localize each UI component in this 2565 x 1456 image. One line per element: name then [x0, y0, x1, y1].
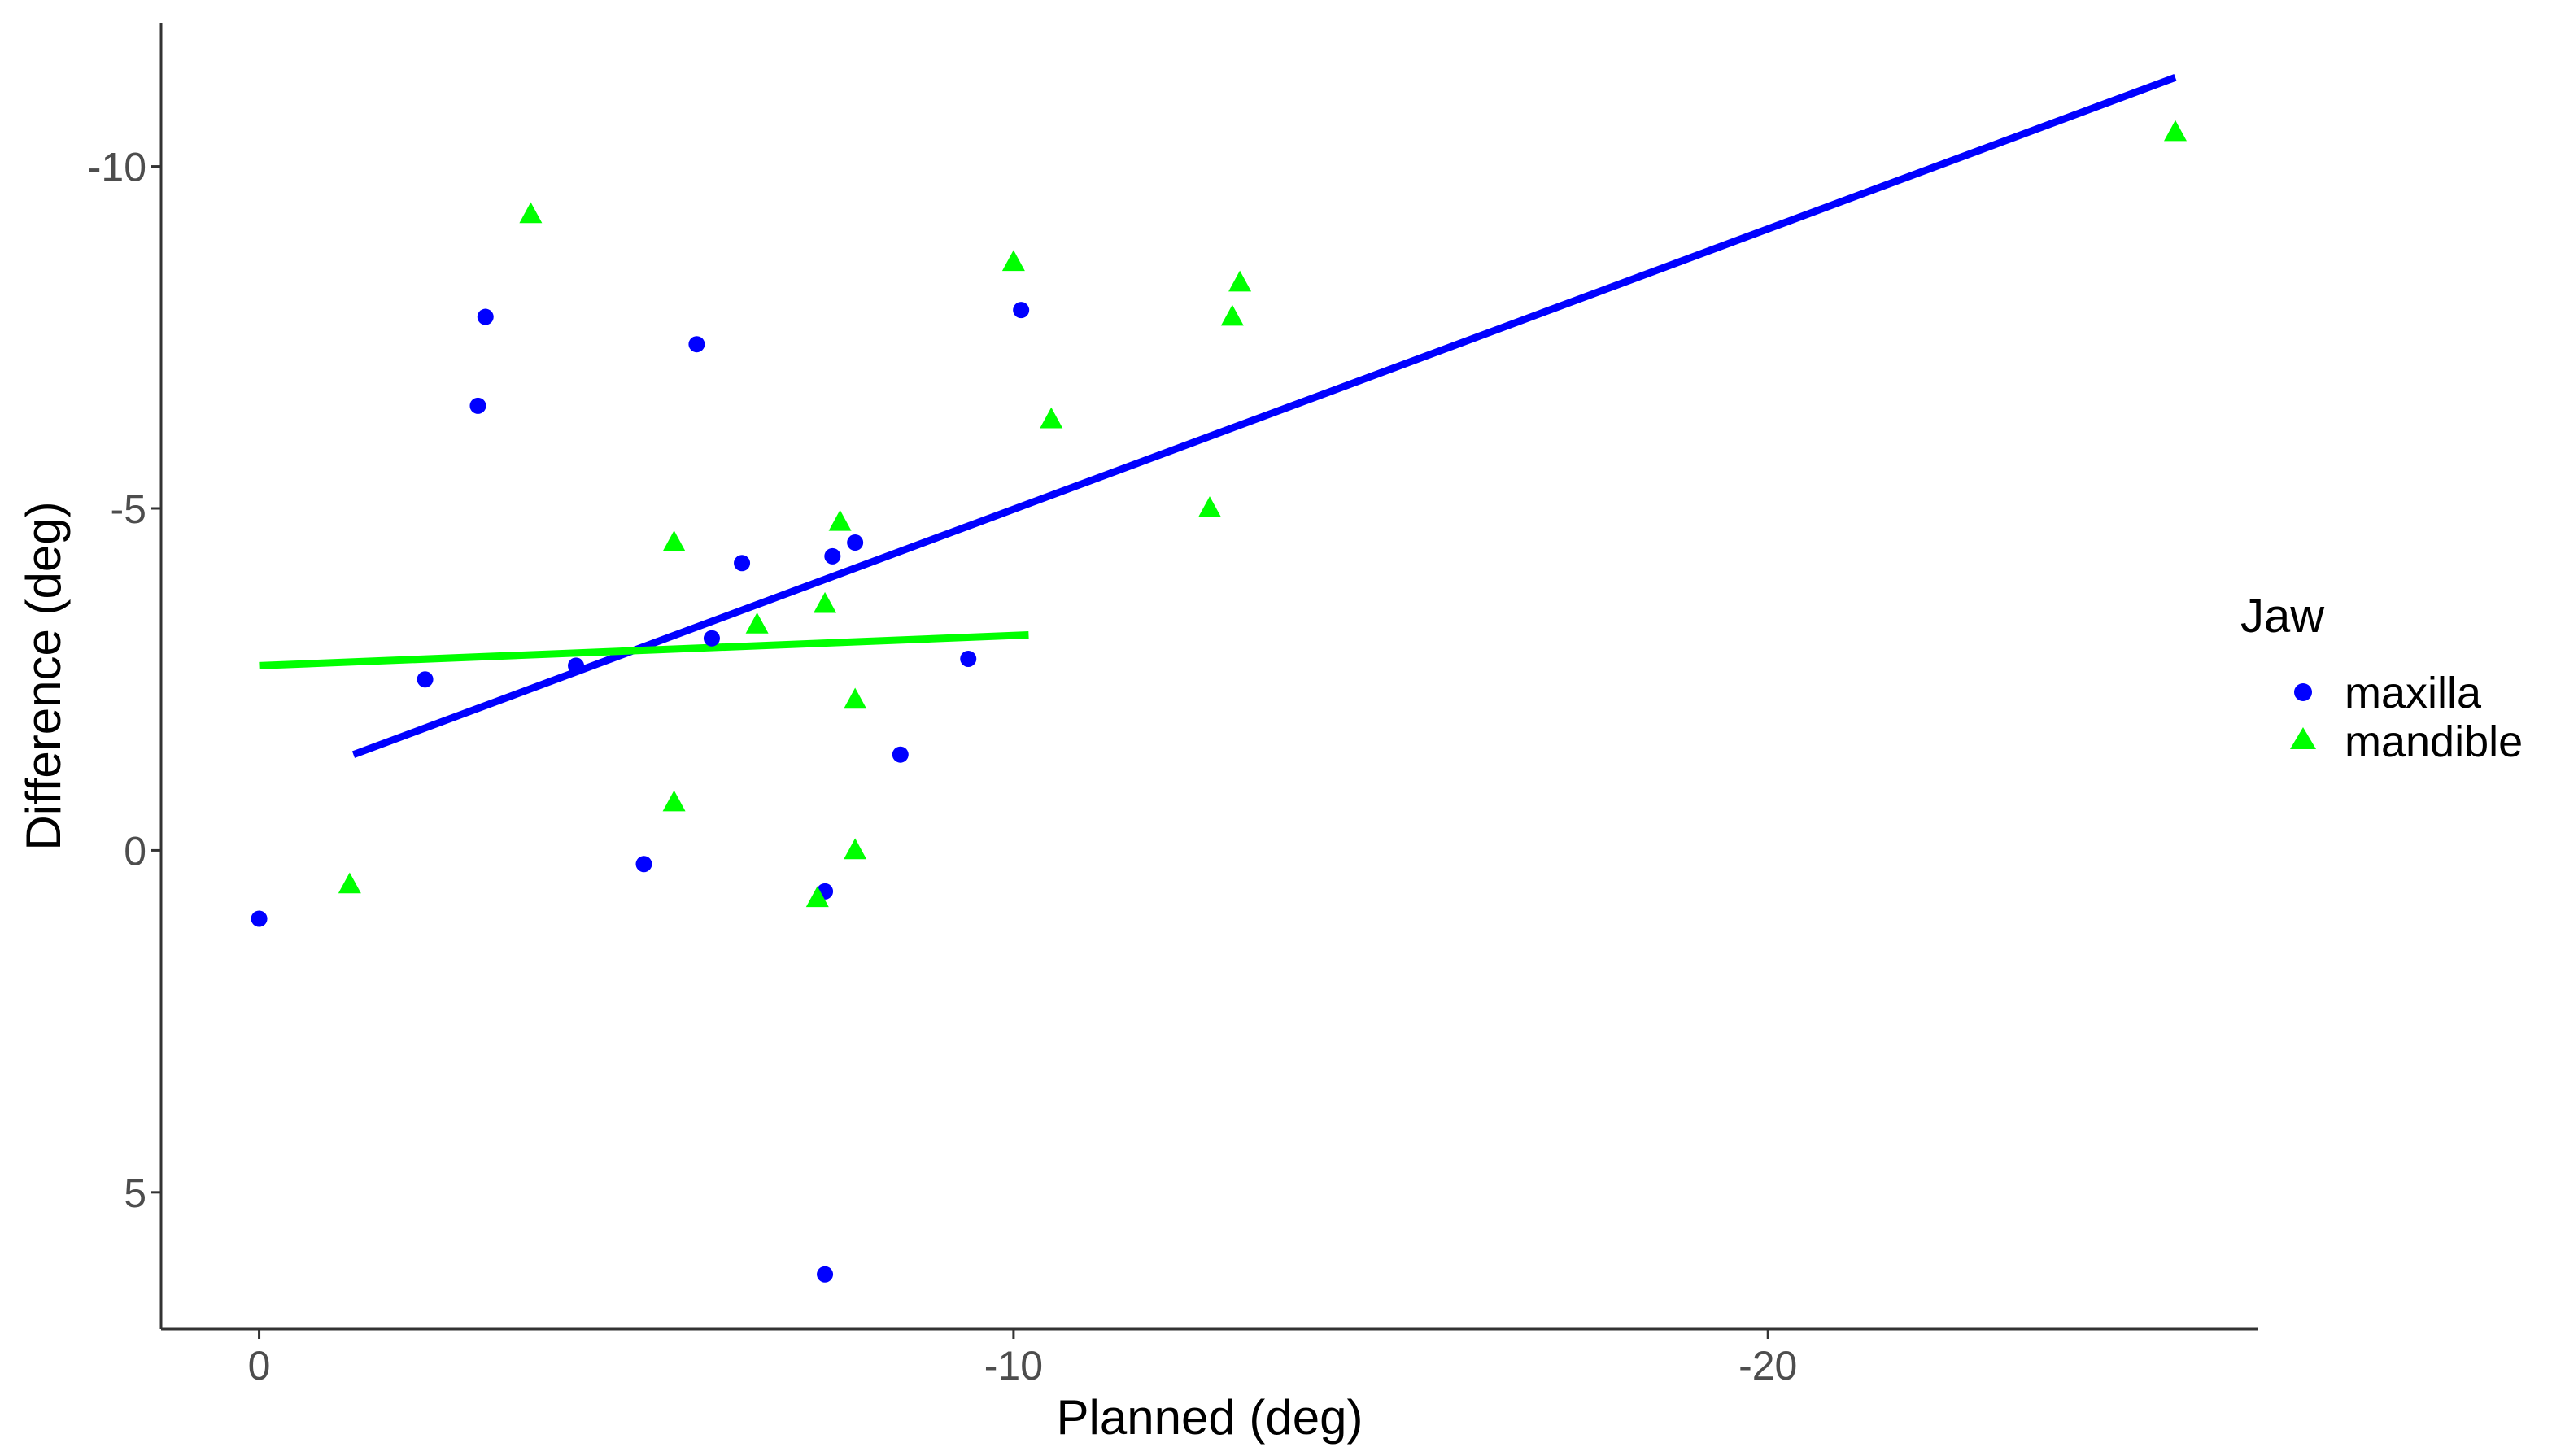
point-mandible	[662, 790, 686, 812]
point-mandible	[814, 591, 837, 613]
legend-title: Jaw	[2240, 590, 2325, 643]
point-mandible	[1040, 407, 1063, 429]
point-mandible	[805, 886, 829, 908]
point-maxilla	[417, 671, 434, 688]
x-ticks: 0 -10 -20	[248, 1329, 1797, 1388]
x-axis-title: Planned (deg)	[1057, 1390, 1363, 1445]
legend-label-mandible: mandible	[2345, 717, 2523, 766]
point-maxilla	[477, 308, 494, 325]
point-mandible	[1001, 250, 1025, 272]
point-mandible	[662, 530, 686, 551]
y-tick-label: -10	[88, 145, 146, 190]
point-maxilla	[703, 630, 720, 647]
point-maxilla	[568, 657, 585, 674]
legend-label-maxilla: maxilla	[2345, 669, 2482, 717]
point-mandible	[519, 202, 543, 224]
point-maxilla	[1013, 302, 1030, 319]
point-maxilla	[824, 547, 841, 565]
point-maxilla	[892, 746, 909, 763]
point-mandible	[1228, 270, 1252, 292]
x-tick-label: -20	[1738, 1343, 1797, 1388]
legend-key-mandible	[2290, 727, 2316, 749]
point-maxilla	[817, 1266, 834, 1283]
point-mandible	[844, 687, 867, 709]
point-mandible	[2163, 120, 2187, 142]
y-tick-label: -5	[111, 486, 146, 532]
data-points	[251, 120, 2187, 1283]
point-maxilla	[847, 534, 864, 551]
fit-line-maxilla	[351, 74, 2177, 758]
legend-key-maxilla	[2294, 683, 2312, 701]
point-mandible	[338, 872, 361, 894]
point-mandible	[1220, 304, 1244, 326]
point-maxilla	[688, 336, 705, 353]
fit-line-mandible	[259, 631, 1029, 669]
point-mandible	[844, 838, 867, 860]
y-tick-label: 5	[124, 1170, 146, 1216]
point-mandible	[1198, 496, 1221, 517]
x-tick-label: 0	[248, 1343, 271, 1388]
point-maxilla	[251, 910, 268, 927]
y-ticks: 5 0 -5 -10	[88, 145, 161, 1216]
fit-lines	[259, 74, 2177, 758]
point-maxilla	[734, 555, 751, 572]
point-maxilla	[960, 650, 977, 667]
point-maxilla	[635, 856, 652, 873]
y-tick-label: 0	[124, 828, 146, 874]
y-axis-title: Difference (deg)	[16, 501, 71, 850]
x-tick-label: -10	[984, 1343, 1043, 1388]
point-mandible	[745, 612, 769, 634]
axes	[159, 23, 2258, 1331]
point-mandible	[828, 509, 852, 531]
legend: Jaw maxilla mandible	[2240, 590, 2523, 766]
point-maxilla	[469, 397, 486, 414]
